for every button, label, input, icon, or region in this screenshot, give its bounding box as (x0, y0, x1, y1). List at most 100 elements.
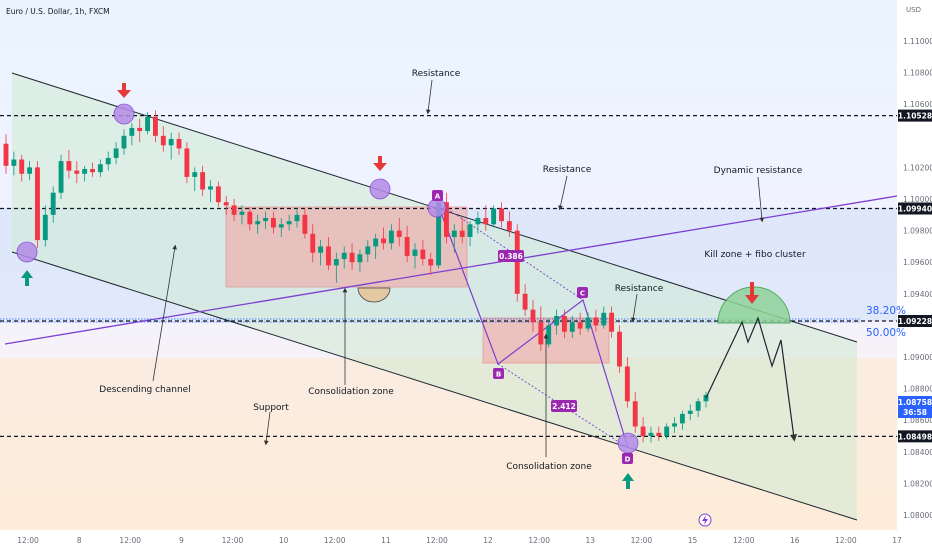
candle-body (215, 186, 221, 203)
y-tick-label: 1.10000 (903, 195, 932, 204)
candle-body (176, 138, 182, 149)
candle-body (538, 322, 544, 345)
current-price-tag: 1.08758 36:58 (898, 396, 932, 418)
y-tick-label: 1.09800 (903, 227, 932, 236)
candle-body (168, 138, 174, 146)
candle-body (601, 312, 607, 326)
y-tick-label: 1.10800 (903, 69, 932, 78)
candle-body (506, 221, 512, 231)
candle-body (58, 161, 64, 193)
candle-body (436, 202, 442, 266)
red-down-arrow (117, 83, 131, 98)
x-tick-label: 12:00 (119, 536, 141, 545)
x-tick-label: 12:00 (17, 536, 39, 545)
channel-lower-line (11, 251, 858, 521)
candle-body (255, 221, 261, 225)
candle-body (42, 214, 48, 241)
candles (3, 110, 709, 443)
candle-body (617, 331, 622, 367)
candle-body (648, 432, 654, 437)
candle-body (239, 211, 245, 215)
price-level-tag (898, 202, 932, 215)
x-tick-label: 12:00 (528, 536, 550, 545)
kill-zone-semicircle (717, 286, 791, 324)
candle-body (632, 401, 638, 427)
svg-text:1.08758: 1.08758 (898, 398, 932, 407)
candle-body (302, 214, 308, 234)
svg-text:36:58: 36:58 (903, 408, 927, 417)
candle-body (444, 202, 449, 237)
candle-body (278, 224, 284, 228)
annotation-kill-zone: Kill zone + fibo cluster (704, 250, 806, 260)
svg-text:2.412: 2.412 (552, 402, 576, 411)
price-level-tag (898, 315, 932, 327)
annotation-consolidation-zone-2: Consolidation zone (506, 462, 592, 472)
pivot-circle-2 (113, 103, 135, 125)
candle-body (483, 217, 489, 225)
x-tick-label: 12:00 (324, 536, 346, 545)
candle-body (326, 246, 331, 266)
svg-text:C: C (580, 290, 585, 298)
x-tick-label: 10 (279, 536, 289, 545)
candle-body (499, 208, 504, 222)
annotation-pointers (152, 79, 765, 457)
teal-up-arrow (622, 473, 634, 489)
candle-body (640, 426, 646, 437)
candle-body (388, 230, 394, 244)
x-tick-label: 15 (688, 536, 698, 545)
y-tick-label: 1.08800 (903, 385, 932, 394)
candle-body (97, 164, 103, 173)
price-tags: 1.10528 1.09940 1.09228 1.08498 (898, 109, 932, 443)
svg-text:B: B (496, 371, 501, 379)
candle-body (365, 246, 371, 255)
candle-body (349, 252, 355, 263)
y-tick-label: 1.08400 (903, 448, 932, 457)
red-down-arrow (745, 282, 759, 304)
candle-body (569, 322, 575, 332)
price-level-tag (898, 430, 932, 443)
candle-body (341, 252, 347, 260)
candle-body (90, 169, 95, 173)
x-tick-label: 12:00 (426, 536, 448, 545)
candle-body (679, 413, 685, 424)
candle-body (35, 167, 40, 241)
pivot-circle-4 (427, 198, 447, 218)
candle-body (192, 172, 198, 177)
candle-body (129, 127, 135, 136)
annotation-resistance-mid: Resistance (543, 165, 592, 175)
candle-body (121, 135, 127, 149)
candle-body (428, 259, 434, 266)
fib-label-38: 38.20% (866, 305, 906, 317)
candle-body (247, 211, 253, 225)
price-level-tag (898, 109, 932, 122)
candle-body (11, 159, 17, 166)
x-tick-label: 12 (483, 536, 493, 545)
y-tick-label: 1.11000 (903, 37, 932, 46)
candle-body (703, 394, 709, 402)
pivot-circle-5 (617, 432, 639, 454)
candle-body (263, 217, 268, 222)
y-tick-label: 1.08000 (903, 511, 932, 520)
candle-body (357, 254, 363, 263)
candle-body (656, 432, 662, 437)
candle-body (153, 116, 158, 136)
candle-body (184, 148, 190, 177)
candle-body (664, 426, 670, 437)
x-tick-label: 9 (179, 536, 184, 545)
x-tick-label: 13 (586, 536, 596, 545)
annotation-resistance-low: Resistance (615, 284, 664, 294)
x-tick-label: 16 (790, 536, 800, 545)
harmonic-point-c: C (577, 287, 588, 298)
candle-body (160, 135, 166, 146)
svg-text:A: A (435, 193, 441, 201)
y-tick-label: 1.10600 (903, 100, 932, 109)
event-lightning-icon[interactable] (698, 513, 712, 527)
candle-body (381, 238, 386, 244)
y-tick-label: 1.08200 (903, 479, 932, 488)
candle-body (530, 309, 536, 323)
candle-body (459, 230, 465, 237)
candle-body (113, 148, 119, 158)
x-axis-ticks: 12:00 8 12:00 9 12:00 10 12:00 11 12:00 12 12:00 13… (17, 536, 902, 545)
candle-body (270, 217, 276, 228)
